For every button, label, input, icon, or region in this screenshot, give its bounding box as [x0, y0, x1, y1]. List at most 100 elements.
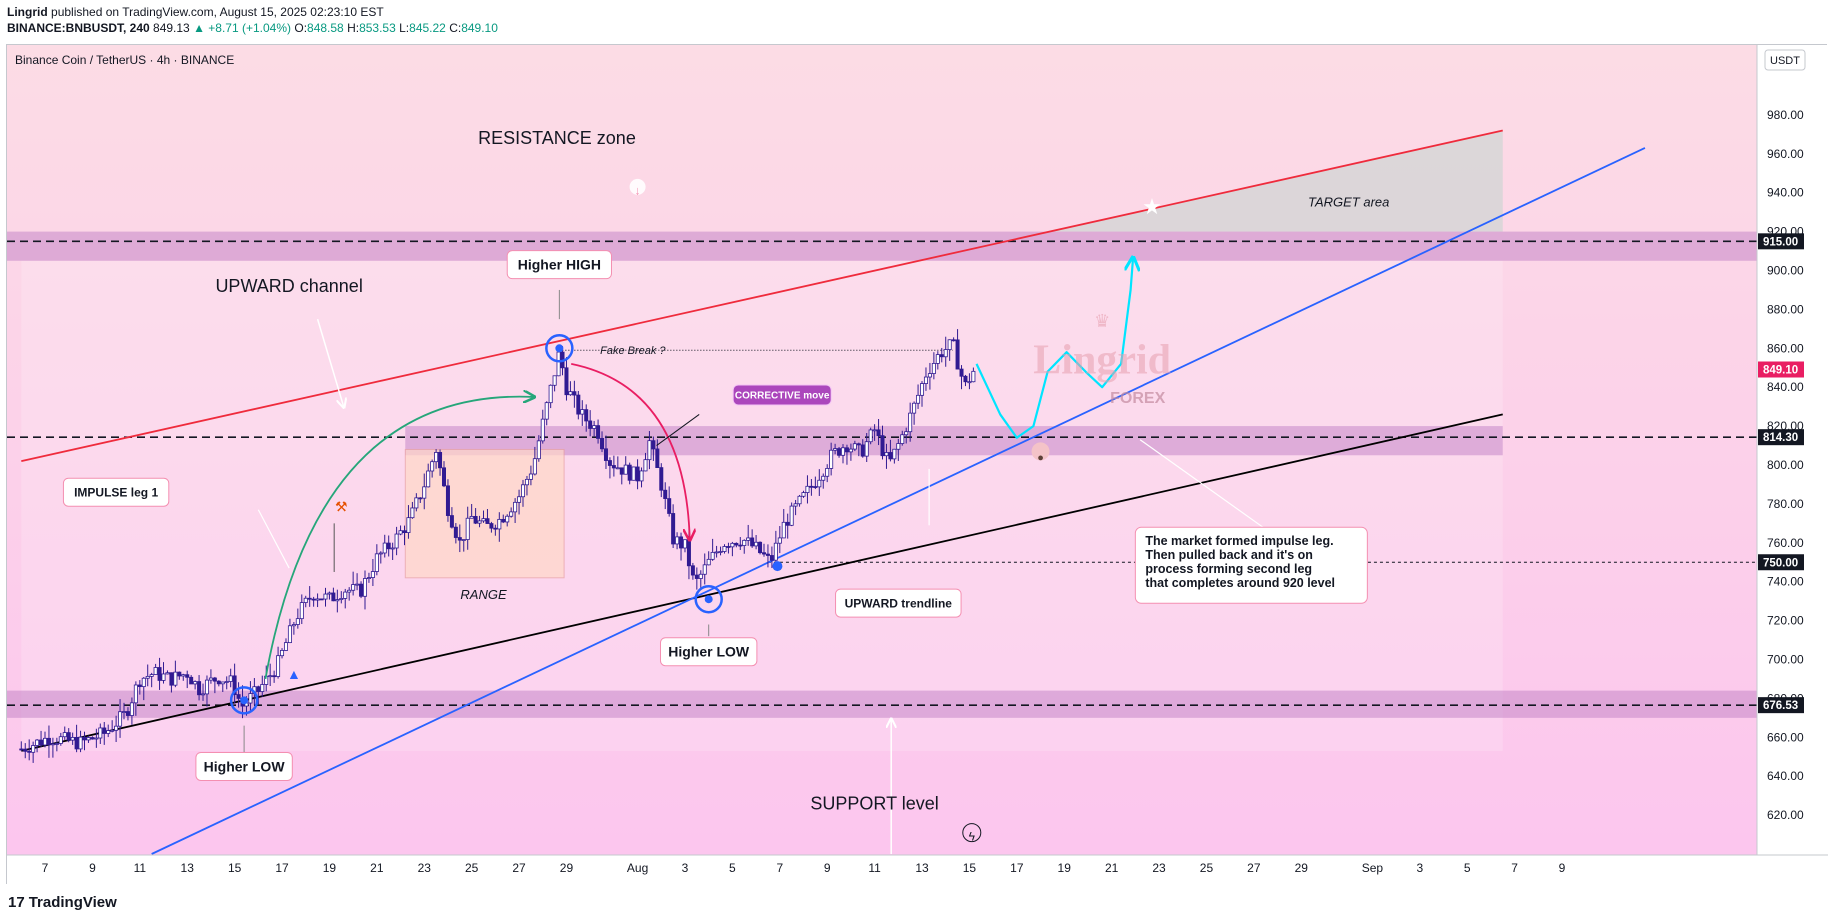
close-label: C: [449, 21, 462, 35]
candle-body [805, 485, 810, 493]
range-label: RANGE [460, 587, 507, 602]
price-tick-label: 740.00 [1767, 575, 1804, 589]
low-label: L: [399, 21, 410, 35]
candle-body [382, 542, 387, 554]
resistance-zone-label: RESISTANCE zone [478, 128, 636, 148]
candle-body [829, 449, 834, 469]
tradingview-logo-icon: 17 [8, 894, 25, 911]
time-tick-label: 9 [824, 861, 831, 875]
candle-body [70, 736, 75, 741]
tradingview-logo[interactable]: 17 TradingView [8, 894, 117, 911]
candle-body [596, 425, 601, 439]
price-tick-label: 720.00 [1767, 614, 1804, 628]
candle-body [469, 516, 474, 519]
candle-body [738, 544, 743, 547]
rocket-icon: ▲ [287, 666, 301, 682]
price-tick-label: 760.00 [1767, 536, 1804, 550]
candle-body [39, 739, 44, 746]
candle-body [74, 736, 79, 750]
price-tag-label: 814.30 [1763, 432, 1798, 444]
price-chart[interactable]: ★ ● ↓ ϟ ▲ ⚒ Lingrid FOREX ♛ Binance Coin / Tether… [7, 45, 1828, 885]
candle-body [880, 435, 885, 457]
candle-body [54, 743, 59, 745]
time-tick-label: 25 [465, 861, 479, 875]
higher-low-marker-1-dot [240, 696, 249, 705]
tradingview-brand: TradingView [28, 894, 117, 911]
candle-body [872, 429, 877, 432]
higher-low-label-1-box [195, 751, 293, 781]
candle-body [841, 447, 846, 456]
chart-frame[interactable]: ★ ● ↓ ϟ ▲ ⚒ Lingrid FOREX ♛ Binance Coin / Tether… [6, 44, 1828, 885]
candle-body [193, 681, 198, 685]
impulse-leg-label: IMPULSE leg 1 [74, 485, 158, 499]
author-name[interactable]: Lingrid [7, 5, 48, 19]
price-tag-bg [1758, 429, 1804, 446]
price-tag-bg [1758, 233, 1804, 250]
candle-body [900, 434, 905, 444]
star-icon: ★ [1142, 194, 1162, 219]
candle-body [335, 599, 340, 602]
candle-body [777, 537, 782, 544]
upward-channel-bottom-line [21, 413, 1503, 752]
candle-body [868, 429, 873, 443]
candle-body [892, 448, 897, 460]
candle-body [331, 592, 336, 602]
candle-body [465, 517, 470, 540]
candle-body [931, 363, 936, 374]
candle-body [410, 507, 415, 519]
candle-body [86, 737, 91, 741]
candle-body [572, 391, 577, 396]
candle-body [904, 431, 909, 436]
time-tick-label: 11 [134, 861, 147, 875]
time-tick-label: 19 [1058, 861, 1072, 875]
impulse-label-pointer [257, 509, 290, 569]
lightning-circle [962, 823, 982, 843]
candle-body [947, 339, 952, 350]
price-axis-bg [1757, 45, 1828, 855]
candle-body [920, 383, 925, 396]
candle-body [517, 496, 522, 503]
candle-body [643, 459, 648, 472]
time-tick-label: 13 [181, 861, 195, 875]
candle-body [58, 736, 63, 744]
price-tick-label: 620.00 [1767, 808, 1804, 822]
time-tick-label: Aug [627, 861, 648, 875]
open-label: O: [294, 21, 308, 35]
note-line-3: process forming second leg [1145, 562, 1312, 576]
candle-body [679, 536, 684, 549]
price-tick-label: 900.00 [1767, 264, 1804, 278]
candle-body [481, 518, 486, 522]
candle-body [208, 677, 213, 681]
candle-body [765, 553, 770, 556]
candle-body [216, 680, 221, 685]
candle-body [46, 737, 51, 746]
candle-body [303, 597, 308, 603]
candle-body [864, 441, 869, 457]
candle-body [651, 440, 656, 450]
candle-body [426, 470, 431, 488]
candle-body [362, 578, 367, 597]
candle-body [927, 373, 932, 378]
candle-body [556, 351, 561, 377]
price-tag-bg [1758, 554, 1804, 571]
symbol-line: BINANCE:BNBUSDT, 240 849.13 ▲ +8.71 (+1.… [7, 21, 498, 35]
candle-body [19, 748, 24, 751]
candle-body [145, 675, 150, 679]
higher-low-label-2: Higher LOW [668, 644, 750, 660]
low-value: 845.22 [409, 21, 446, 35]
corrective-arrow [571, 362, 690, 539]
watermark-crown: ♛ [1094, 311, 1110, 331]
candle-body [366, 577, 371, 579]
time-tick-label: 3 [682, 861, 689, 875]
time-tick-label: 25 [1200, 861, 1214, 875]
candle-body [181, 674, 186, 677]
candle-body [967, 381, 972, 384]
higher-low-marker-1 [229, 686, 259, 715]
candle-body [283, 642, 288, 651]
time-tick-label: 9 [1559, 861, 1566, 875]
last-price: 849.13 [153, 21, 190, 35]
upward-trendline-label: UPWARD trendline [845, 596, 953, 610]
candle-body [848, 448, 853, 453]
high-label: H: [347, 21, 360, 35]
impulse-arrow [264, 397, 533, 680]
